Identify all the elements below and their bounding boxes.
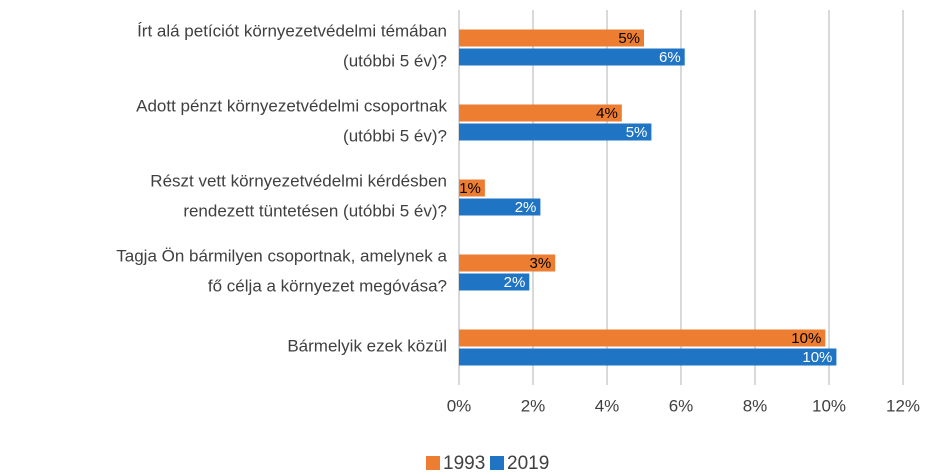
x-tick-label: 8% xyxy=(743,396,768,415)
bar xyxy=(459,29,644,47)
x-tick-label: 6% xyxy=(669,396,694,415)
legend-swatch xyxy=(490,456,504,470)
bar xyxy=(459,329,826,347)
y-tick-label: Részt vett környezetvédelmi kérdésben ren… xyxy=(150,172,447,221)
legend-label: 2019 xyxy=(507,453,549,472)
x-tick-label: 4% xyxy=(595,396,620,415)
x-tick-label: 10% xyxy=(812,396,846,415)
data-label: 1% xyxy=(459,180,481,197)
bar xyxy=(459,123,652,141)
x-tick-label: 2% xyxy=(521,396,546,415)
bar xyxy=(459,104,622,122)
y-tick-label: Adott pénzt környezetvédelmi csoportnak(… xyxy=(136,97,447,146)
data-label: 3% xyxy=(530,255,552,272)
data-label: 10% xyxy=(802,349,832,366)
bar xyxy=(459,273,530,291)
data-label: 4% xyxy=(596,105,618,122)
y-tick-label: Bármelyik ezek közül xyxy=(287,337,447,356)
y-tick-label: Tagja Ön bármilyen csoportnak, amelynek … xyxy=(116,247,447,296)
y-tick-label: Írt alá petíciót környezetvédelmi témába… xyxy=(137,22,447,71)
x-tick-label: 0% xyxy=(447,396,472,415)
data-label: 5% xyxy=(626,124,648,141)
bar xyxy=(459,254,556,272)
bar xyxy=(459,348,837,366)
legend-label: 1993 xyxy=(443,453,485,472)
data-label: 6% xyxy=(659,49,681,66)
legend-swatch xyxy=(426,456,440,470)
bar xyxy=(459,179,485,197)
data-label: 5% xyxy=(618,30,640,47)
data-label: 10% xyxy=(791,330,821,347)
bar xyxy=(459,48,685,66)
x-tick-label: 12% xyxy=(886,396,920,415)
data-label: 2% xyxy=(515,199,537,216)
bar xyxy=(459,198,541,216)
data-label: 2% xyxy=(504,274,526,291)
